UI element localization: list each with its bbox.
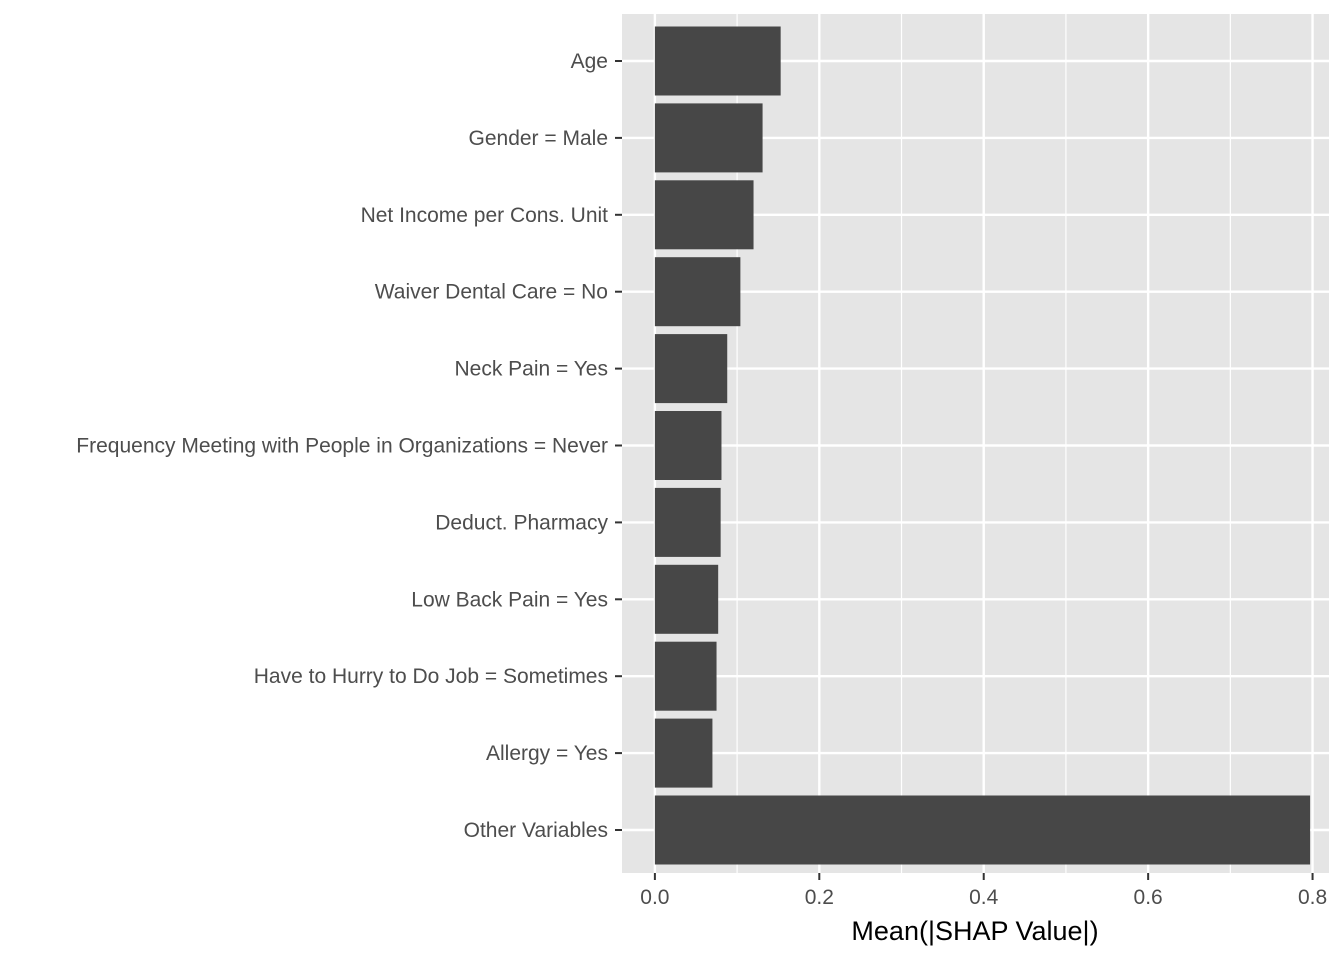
bar [654, 180, 754, 250]
bar [654, 103, 763, 173]
bar [654, 334, 728, 404]
category-label: Deduct. Pharmacy [435, 511, 608, 534]
category-label: Net Income per Cons. Unit [361, 204, 609, 227]
x-tick-label: 0.0 [640, 886, 669, 909]
bar [654, 718, 713, 788]
category-label: Have to Hurry to Do Job = Sometimes [254, 665, 608, 688]
y-axis: Age Gender = Male Net Income per Cons. Uni… [76, 50, 622, 842]
category-label: Frequency Meeting with People in Organiz… [76, 435, 608, 458]
category-label: Low Back Pain = Yes [411, 588, 608, 611]
x-tick-label: 0.2 [805, 886, 834, 909]
bar [654, 257, 741, 327]
bar [654, 26, 781, 96]
category-label: Other Variables [464, 819, 608, 842]
bars [654, 26, 1311, 865]
x-tick-label: 0.4 [969, 886, 999, 909]
category-label: Waiver Dental Care = No [375, 281, 608, 304]
x-tick-label: 0.8 [1298, 886, 1327, 909]
x-axis-title: Mean(|SHAP Value|) [851, 916, 1098, 946]
category-label: Age [571, 50, 608, 73]
bar [654, 487, 721, 557]
category-label: Neck Pain = Yes [454, 358, 608, 381]
bar [654, 795, 1311, 865]
category-label: Gender = Male [469, 127, 609, 150]
x-axis: 0.0 0.2 0.4 0.6 0.8 [640, 873, 1327, 909]
bar [654, 641, 717, 711]
bar [654, 564, 719, 634]
bar [654, 411, 722, 480]
x-tick-label: 0.6 [1134, 886, 1163, 909]
category-label: Allergy = Yes [486, 742, 608, 765]
